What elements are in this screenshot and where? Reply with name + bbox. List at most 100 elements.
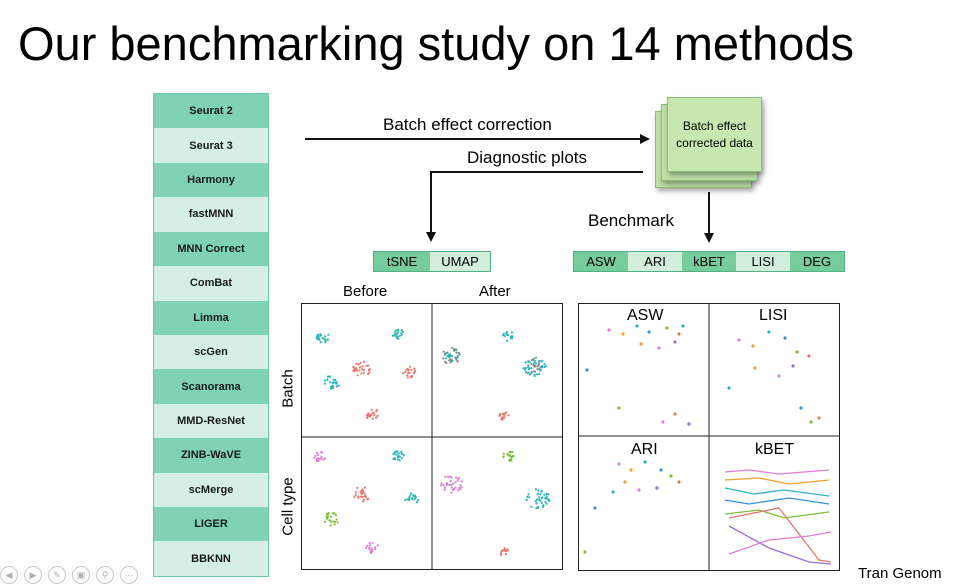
scatter-point xyxy=(456,354,459,358)
scatter-point xyxy=(502,452,505,455)
kbet-line xyxy=(724,497,830,505)
more-icon[interactable]: ⋯ xyxy=(120,566,138,584)
scatter-point xyxy=(314,454,317,457)
method-item: Limma xyxy=(154,300,268,335)
scatter-point xyxy=(313,456,316,459)
next-icon[interactable]: ▶ xyxy=(24,566,42,584)
scatter-point xyxy=(505,411,508,414)
metric-point xyxy=(687,422,691,426)
scatter-point xyxy=(503,414,506,417)
metric-point xyxy=(659,468,663,472)
scatter-point xyxy=(396,337,399,340)
footer-credit: Tran Genom xyxy=(858,565,942,582)
scatter-point xyxy=(335,518,338,521)
scatter-point xyxy=(324,520,327,523)
method-item: scGen xyxy=(154,334,268,370)
scatter-point xyxy=(530,372,533,375)
metric-point xyxy=(677,480,681,484)
scatter-point xyxy=(538,496,541,499)
scatter-point xyxy=(544,365,547,368)
scatter-point xyxy=(537,363,540,366)
scatter-point xyxy=(534,365,537,368)
plot-type-tags: tSNE UMAP xyxy=(373,251,491,272)
scatter-point xyxy=(455,349,458,352)
method-item: Scanorama xyxy=(154,369,268,404)
scatter-point xyxy=(534,362,538,365)
metric-point xyxy=(621,332,625,336)
scatter-point xyxy=(404,499,407,502)
metric-point xyxy=(665,326,669,330)
scatter-point xyxy=(353,368,356,371)
scatter-point xyxy=(500,417,503,420)
scatter-point xyxy=(527,368,530,371)
previous-icon[interactable]: ◀ xyxy=(0,566,18,584)
scatter-point xyxy=(365,414,369,417)
data-card-front: Batch effect corrected data xyxy=(667,97,762,172)
scatter-point xyxy=(444,357,448,360)
method-item: ZINB-WaVE xyxy=(154,438,268,473)
metric-point xyxy=(617,406,621,410)
scatter-point xyxy=(451,482,454,485)
scatter-point xyxy=(499,553,503,556)
scatter-point xyxy=(506,339,509,342)
scatter-point xyxy=(394,329,398,332)
method-item: Harmony xyxy=(154,162,268,198)
method-item: MNN Correct xyxy=(154,231,268,267)
scatter-point xyxy=(365,416,369,419)
metric-point xyxy=(677,332,681,336)
metric-point xyxy=(623,480,627,484)
scatter-point xyxy=(534,500,537,503)
scatter-point xyxy=(317,334,320,338)
metric-point xyxy=(637,488,641,492)
scatter-point xyxy=(540,501,543,504)
scatter-point xyxy=(450,476,453,479)
scatter-point xyxy=(326,516,329,519)
scatter-point xyxy=(443,488,446,491)
scatter-point xyxy=(336,521,339,524)
scatter-point xyxy=(375,416,378,419)
scatter-point xyxy=(367,372,370,376)
scatter-point xyxy=(327,333,330,336)
scatter-point xyxy=(445,361,448,364)
scatter-point xyxy=(396,450,399,453)
zoom-icon[interactable]: ⚲ xyxy=(96,566,114,584)
scatter-point xyxy=(326,338,329,341)
scatter-point xyxy=(502,456,505,459)
metric-point xyxy=(681,324,685,328)
scatter-point xyxy=(361,488,364,491)
scatter-point xyxy=(355,369,358,372)
scatter-point xyxy=(400,329,403,332)
scatter-point xyxy=(451,346,454,349)
scatter-point xyxy=(356,374,359,377)
metric-tags: ASW ARI kBET LISI DEG xyxy=(573,251,845,272)
method-item: scMerge xyxy=(154,472,268,508)
scatter-point xyxy=(402,454,405,457)
scatter-point xyxy=(329,375,332,378)
pen-icon[interactable]: ✎ xyxy=(48,566,66,584)
slides-icon[interactable]: ▣ xyxy=(72,566,90,584)
method-item: BBKNN xyxy=(154,541,268,576)
scatter-point xyxy=(323,382,326,385)
scatter-point xyxy=(455,351,458,354)
scatter-point xyxy=(511,455,514,458)
scatter-point xyxy=(533,373,536,376)
kbet-line xyxy=(728,525,832,565)
scatter-point xyxy=(326,375,330,378)
correction-label: Batch effect correction xyxy=(383,115,552,134)
scatter-point xyxy=(547,499,551,502)
scatter-point xyxy=(319,333,322,336)
panel-title-kbet: kBET xyxy=(755,441,795,458)
scatter-point xyxy=(404,370,407,373)
scatter-point xyxy=(354,493,357,497)
scatter-point xyxy=(398,459,401,462)
scatter-point xyxy=(444,475,447,478)
scatter-point xyxy=(530,358,533,361)
scatter-point xyxy=(456,480,459,483)
scatter-point xyxy=(332,378,335,381)
scatter-point xyxy=(530,505,533,508)
scatter-point xyxy=(363,495,366,498)
scatter-point xyxy=(355,362,358,365)
scatter-point xyxy=(446,475,450,478)
scatter-point xyxy=(335,382,338,385)
scatter-point xyxy=(326,513,329,516)
